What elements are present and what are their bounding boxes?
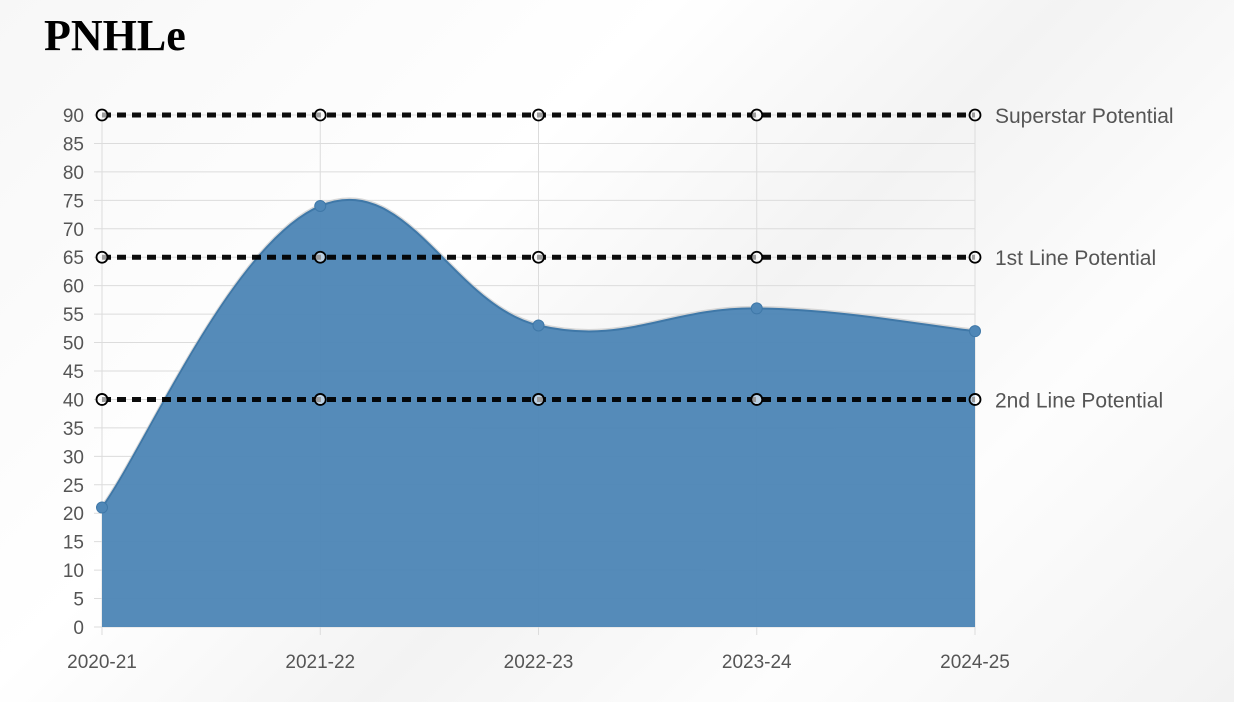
y-tick-label: 80 — [63, 163, 84, 184]
reference-point[interactable] — [532, 250, 545, 264]
y-tick-label: 85 — [63, 134, 84, 155]
x-tick-label: 2024-25 — [940, 652, 1010, 673]
y-axis-ticks: 0 5 10 15 20 25 30 35 40 45 50 55 60 65 70 75 80 85 90 — [63, 106, 84, 639]
y-tick-label: 55 — [63, 305, 84, 326]
y-tick-label: 70 — [63, 220, 84, 241]
x-tick-label: 2020-21 — [67, 652, 137, 673]
y-tick-label: 50 — [63, 334, 84, 355]
x-tick-label: 2022-23 — [504, 652, 574, 673]
reference-label: Superstar Potential — [995, 105, 1174, 128]
y-tick-label: 60 — [63, 277, 84, 298]
reference-point[interactable] — [532, 108, 545, 122]
reference-point[interactable] — [313, 108, 327, 122]
series-layer — [96, 197, 981, 628]
reference-point[interactable] — [750, 393, 764, 406]
reference-point[interactable] — [95, 393, 109, 406]
reference-lines — [95, 108, 982, 406]
data-point[interactable] — [969, 325, 981, 338]
reference-point[interactable] — [968, 108, 982, 122]
reference-point[interactable] — [313, 393, 327, 406]
reference-labels: Superstar Potential 1st Line Potential 2nd… — [995, 105, 1174, 412]
y-tick-label: 65 — [63, 248, 84, 269]
y-tick-label: 10 — [63, 561, 84, 582]
reference-point[interactable] — [95, 250, 109, 264]
y-tick-label: 5 — [73, 590, 84, 611]
data-point[interactable] — [750, 302, 763, 315]
reference-label: 1st Line Potential — [995, 247, 1156, 270]
reference-point[interactable] — [750, 108, 764, 122]
y-tick-label: 45 — [63, 362, 84, 383]
y-tick-label: 90 — [63, 106, 84, 127]
y-tick-label: 30 — [63, 447, 84, 468]
y-tick-label: 15 — [63, 533, 84, 554]
y-tick-label: 0 — [73, 618, 84, 639]
reference-point[interactable] — [750, 250, 764, 264]
page-title: PNHLe — [44, 11, 186, 60]
data-point[interactable] — [314, 200, 327, 213]
data-point[interactable] — [96, 501, 108, 514]
y-tick-label: 35 — [63, 419, 84, 440]
reference-point[interactable] — [968, 250, 982, 264]
y-tick-label: 75 — [63, 191, 84, 212]
x-axis-ticks: 2020-21 2021-22 2022-23 2023-24 2024-25 — [67, 652, 1010, 673]
reference-label: 2nd Line Potential — [995, 389, 1163, 412]
series-line — [101, 198, 976, 509]
x-tick-label: 2021-22 — [285, 652, 355, 673]
series-area — [102, 199, 975, 628]
reference-point[interactable] — [968, 393, 982, 406]
y-tick-label: 20 — [63, 504, 84, 525]
data-point[interactable] — [532, 319, 545, 332]
y-tick-label: 40 — [63, 390, 84, 411]
x-tick-label: 2023-24 — [722, 652, 792, 673]
reference-point[interactable] — [95, 108, 109, 122]
reference-point[interactable] — [313, 250, 327, 264]
y-tick-label: 25 — [63, 476, 84, 497]
reference-point[interactable] — [532, 393, 545, 406]
